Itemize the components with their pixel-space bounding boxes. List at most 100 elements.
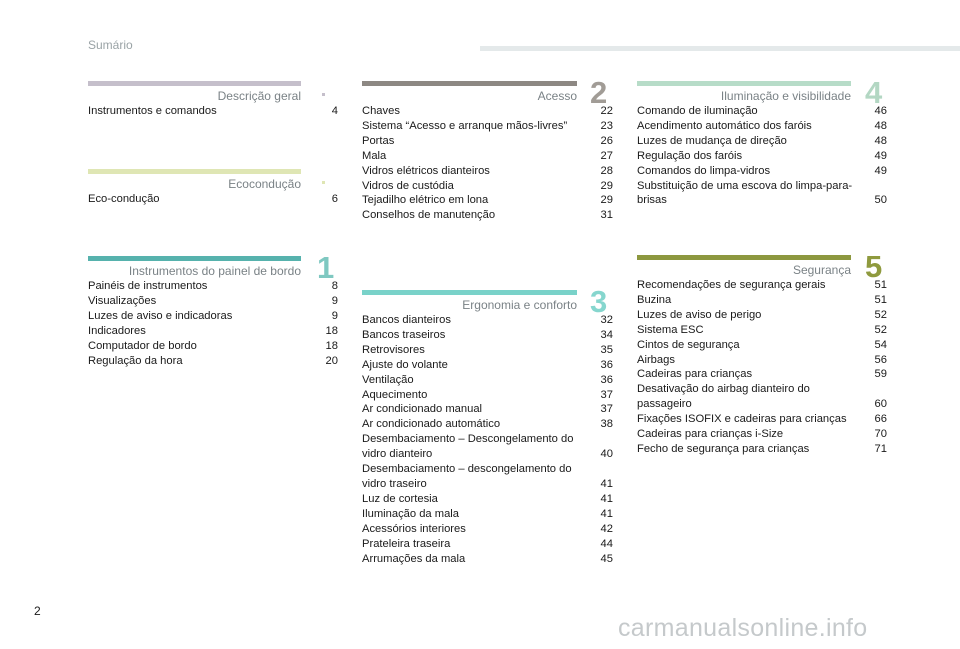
toc-entry[interactable]: Portas 26 [362,134,613,149]
toc-entry[interactable]: Computador de bordo 18 [88,339,338,354]
toc-entry-page: 45 [600,552,613,565]
toc-entry-label: Cadeiras para crianças i-Size [637,428,784,441]
toc-entry-label: Mala [362,149,387,162]
toc-entry-label: Acessórios interiores [362,522,466,535]
toc-entry-label: Tejadilho elétrico em lona [362,194,489,207]
toc-entry[interactable]: Vidros elétricos dianteiros 28 [362,164,613,179]
toc-entry-page: 37 [600,403,613,416]
toc-entry-page: 49 [874,149,887,162]
section-title: Ecocondução [228,177,301,191]
toc-entry[interactable]: Luz de cortesia 41 [362,492,613,507]
toc-entry-page: 9 [331,309,338,322]
toc-entry-page: 59 [874,368,887,381]
toc-entry[interactable]: Iluminação da mala 41 [362,507,613,522]
toc-entry[interactable]: Airbags 56 [637,353,887,368]
toc-entry[interactable]: Recomendações de segurança gerais 51 [637,278,887,293]
header-title: Sumário [88,38,133,52]
toc-entry[interactable]: Aquecimento 37 [362,388,613,403]
toc-entry-page: 70 [874,428,887,441]
toc-entry[interactable]: Comandos do limpa-vidros 49 [637,164,887,179]
toc-entry[interactable]: Vidros de custódia 29 [362,179,613,194]
section-marker-dot [322,181,325,184]
toc-entry[interactable]: Cadeiras para crianças 59 [637,367,887,382]
toc-entry[interactable]: Acessórios interiores 42 [362,522,613,537]
toc-entry-page: 8 [331,280,338,292]
toc-entry[interactable]: Fixações ISOFIX e cadeiras para crianças… [637,412,887,427]
toc-entry-page: 18 [325,339,338,352]
toc-entry[interactable]: Ventilação 36 [362,373,613,388]
toc-entry[interactable]: Chaves 22 [362,104,613,119]
toc-entry-label: Ajuste do volante [362,358,448,371]
toc-entry-label: Vidros elétricos dianteiros [362,164,490,177]
toc-entry[interactable]: Conselhos de manutenção 31 [362,208,613,223]
toc-entries: Chaves 22 Sistema “Acesso e arranque mãos-… [362,104,613,223]
toc-entries: Eco-condução 6 [88,192,338,207]
toc-entry-label: Chaves [362,105,400,117]
toc-entry[interactable]: Acendimento automático dos faróis 48 [637,119,887,134]
toc-entry-page: 60 [874,398,887,411]
toc-entry-label: Acendimento automático dos faróis [637,119,812,132]
toc-entry[interactable]: Substituição de uma escova do limpa-para… [637,179,887,209]
section-iluminacao: Iluminação e visibilidade 4 Comando de i… [637,77,887,208]
toc-entry[interactable]: Visualizações 9 [88,294,338,309]
section-bar [637,255,851,260]
toc-entry[interactable]: Comando de iluminação 46 [637,104,887,119]
toc-entry[interactable]: Luzes de aviso e indicadoras 9 [88,309,338,324]
toc-entry-label: Visualizações [88,294,157,307]
toc-entry-page: 27 [600,149,613,162]
toc-entry[interactable]: Cintos de segurança 54 [637,338,887,353]
toc-entry[interactable]: Luzes de mudança de direção 48 [637,134,887,149]
toc-entry[interactable]: Sistema “Acesso e arranque mãos-livres” 2… [362,119,613,134]
toc-entry-label: Ar condicionado automático [362,418,501,431]
toc-entry[interactable]: Desembaciamento – descongelamento do vid… [362,462,613,492]
toc-entry[interactable]: Mala 27 [362,149,613,164]
toc-entry-label: Sistema “Acesso e arranque mãos-livres” [362,119,568,132]
toc-entry-page: 48 [874,119,887,132]
toc-entry-label: Ar condicionado manual [362,403,483,416]
toc-entry[interactable]: Ajuste do volante 36 [362,358,613,373]
toc-entry[interactable]: Indicadores 18 [88,324,338,339]
toc-entry-page: 6 [331,193,338,205]
toc-entry[interactable]: Ar condicionado manual 37 [362,402,613,417]
section-number: 3 [590,284,608,319]
section-title: Acesso [537,89,577,103]
toc-entries: Bancos dianteiros 32 Bancos traseiros 34 Ret… [362,313,613,566]
toc-entry-page: 23 [600,119,613,132]
toc-entry-page: 37 [600,388,613,401]
toc-entry[interactable]: Regulação da hora 20 [88,354,338,369]
toc-entry[interactable]: Painéis de instrumentos 8 [88,279,338,294]
toc-entry[interactable]: Sistema ESC 52 [637,323,887,338]
toc-entry-label: Vidros de custódia [362,179,454,192]
toc-entry[interactable]: Tejadilho elétrico em lona 29 [362,193,613,208]
toc-entry[interactable]: Ar condicionado automático 38 [362,417,613,432]
toc-entry-label: Iluminação da mala [362,507,460,520]
toc-entry[interactable]: Retrovisores 35 [362,343,613,358]
toc-entry[interactable]: Buzina 51 [637,293,887,308]
toc-entry[interactable]: Bancos traseiros 34 [362,328,613,343]
toc-entry[interactable]: Eco-condução 6 [88,192,338,207]
toc-entry-label: Arrumações da mala [362,552,466,565]
toc-entry[interactable]: Luzes de aviso de perigo 52 [637,308,887,323]
section-number: 5 [865,249,883,284]
section-title: Ergonomia e conforto [462,298,577,312]
toc-entry-label: Sistema ESC [637,323,704,336]
toc-entry-page: 52 [874,323,887,336]
section-bar [88,256,301,261]
toc-entry[interactable]: Desativação do airbag dianteiro do passa… [637,382,887,412]
toc-entry-page: 54 [874,338,887,351]
toc-entry[interactable]: Arrumações da mala 45 [362,552,613,567]
toc-entry-label: Recomendações de segurança gerais [637,279,826,291]
toc-entries: Comando de iluminação 46 Acendimento autom… [637,104,887,208]
toc-entry-page: 18 [325,324,338,337]
toc-entry[interactable]: Instrumentos e comandos 4 [88,104,338,119]
toc-entry[interactable]: Prateleira traseira 44 [362,537,613,552]
toc-entry-page: 46 [874,105,887,117]
toc-entry-label: Instrumentos e comandos [88,105,217,117]
toc-entry[interactable]: Regulação dos faróis 49 [637,149,887,164]
toc-entry[interactable]: Fecho de segurança para crianças 71 [637,442,887,457]
toc-entry[interactable]: Bancos dianteiros 32 [362,313,613,328]
toc-entry-page: 29 [600,179,613,192]
toc-entry-label: Bancos dianteiros [362,314,451,326]
toc-entry[interactable]: Desembaciamento – Descongelamento do vid… [362,432,613,462]
toc-entry[interactable]: Cadeiras para crianças i-Size 70 [637,427,887,442]
